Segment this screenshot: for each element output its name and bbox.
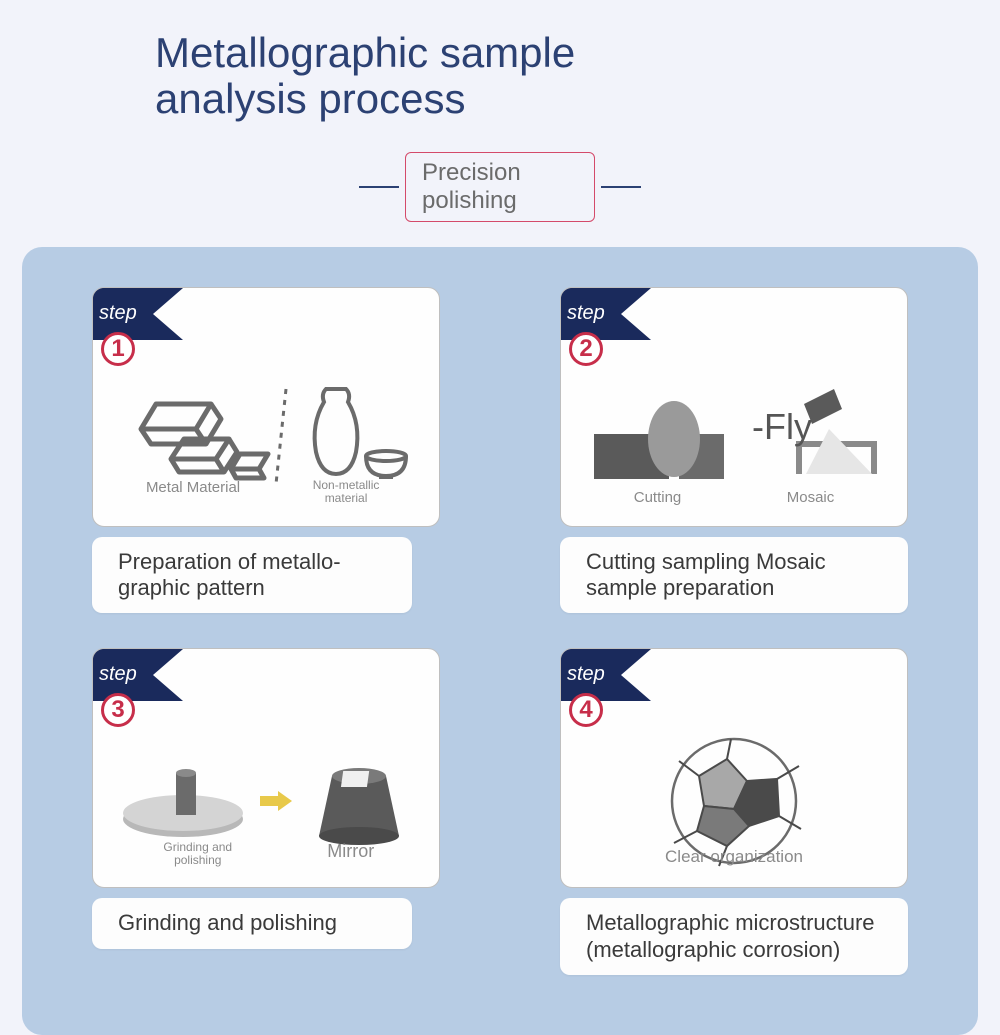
subtitle-row: Precision polish­ing: [0, 152, 1000, 221]
step-2-caption: Cutting sampling Mosaic sample preparati…: [560, 537, 908, 614]
step-3-cell: step 3: [92, 648, 440, 975]
divider-right: [601, 186, 641, 188]
step-1-right-label: Non-metallic material: [306, 479, 386, 505]
divider-left: [359, 186, 399, 188]
step-1-cell: step 1: [92, 287, 440, 614]
step-label: step: [567, 663, 605, 686]
step-2-badge: step 2: [561, 288, 651, 363]
step-1-badge: step 1: [93, 288, 183, 363]
step-3-left-label: Grinding and polishing: [158, 841, 238, 867]
step-2-overlay-text: -Fly: [752, 406, 812, 448]
step-1-caption: Preparation of metallo­graphic pattern: [92, 537, 412, 614]
step-4-center-label: Clear organization: [665, 847, 803, 867]
step-3-right-label: Mirror: [327, 841, 374, 867]
steps-panel: step 1: [22, 247, 978, 1035]
step-2-right-label: Mosaic: [787, 489, 835, 506]
step-3-caption: Grinding and pol­ishing: [92, 898, 412, 948]
step-4-cell: step 4: [560, 648, 908, 975]
steps-grid: step 1: [92, 287, 908, 976]
step-4-caption: Metallographic microstructure (metallo­g…: [560, 898, 908, 975]
step-4-badge: step 4: [561, 649, 651, 724]
step-3-card: step 3: [92, 648, 440, 888]
page-title: Metallographic sample analysis process: [0, 0, 700, 122]
step-1-left-label: Metal Material: [146, 479, 240, 505]
subtitle-box: Precision polish­ing: [405, 152, 595, 221]
step-1-card: step 1: [92, 287, 440, 527]
step-2-left-label: Cutting: [634, 489, 682, 506]
step-label: step: [99, 663, 137, 686]
step-4-card: step 4: [560, 648, 908, 888]
step-2-card: step 2: [560, 287, 908, 527]
arrow-right-icon: [260, 791, 292, 811]
step-3-badge: step 3: [93, 649, 183, 724]
step-2-cell: step 2: [560, 287, 908, 614]
step-label: step: [99, 302, 137, 325]
step-label: step: [567, 302, 605, 325]
